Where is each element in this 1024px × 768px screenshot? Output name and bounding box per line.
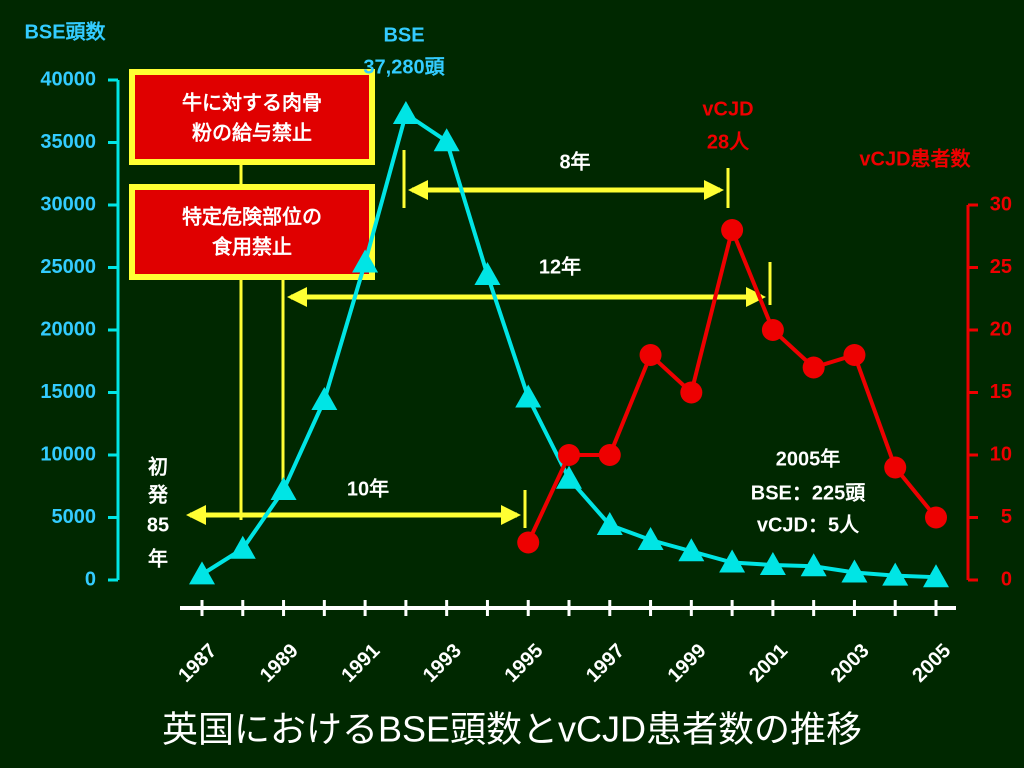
data-point [189,561,215,585]
annotation: vCJD [702,98,753,120]
y-tick-label: 0 [85,568,96,590]
data-point [515,384,542,408]
data-point [637,527,664,550]
annotation-box [129,184,375,280]
annotation: 食用禁止 [212,234,292,258]
data-point [392,101,419,124]
data-point [721,219,744,241]
annotation: 2005年 [776,446,841,470]
y2-axis-label: vCJD患者数 [859,146,971,170]
data-point [802,356,825,379]
data-point [843,344,866,366]
y2-tick-label: 25 [990,256,1012,278]
annotation: 発 [147,482,169,506]
annotation: 牛に対する肉骨 [182,90,322,114]
data-point [678,538,705,562]
data-point [639,344,662,366]
y2-tick-label: 10 [990,443,1012,465]
data-point [311,387,338,410]
annotation-box [129,69,375,165]
annotation: 年 [148,546,168,570]
annotation: 37,280頭 [363,56,445,78]
y2-tick-label: 30 [990,193,1012,215]
data-point [923,564,949,588]
data-point [925,506,947,529]
y-tick-label: 30000 [40,193,96,215]
data-point [558,444,580,466]
y2-tick-label: 15 [990,381,1012,403]
y-tick-label: 20000 [40,318,96,340]
y2-tick-label: 5 [1001,506,1012,528]
data-point [719,549,746,573]
y-tick-label: 25000 [40,256,96,278]
data-point [517,531,540,554]
data-point [270,477,297,500]
data-point [884,456,907,479]
y-axis-label: BSE頭数 [24,19,106,43]
data-point [474,262,501,285]
data-point [596,512,623,535]
data-point [598,444,621,466]
chart-title: 英国におけるBSE頭数とvCJD患者数の推移 [162,709,862,750]
annotation: BSE：225頭 [751,482,866,504]
data-point [800,553,827,577]
data-point [882,562,909,586]
annotation: 初 [148,454,168,478]
data-point [352,249,379,273]
y-tick-label: 35000 [40,131,96,153]
y2-tick-label: 20 [990,318,1012,340]
data-point [680,381,703,404]
annotation: BSE [383,24,424,46]
data-point [556,465,582,489]
y2-tick-label: 0 [1001,568,1012,590]
annotation: vCJD：5人 [757,513,860,536]
annotation: 8年 [559,149,590,173]
annotation: 粉の給与禁止 [192,120,312,144]
y-tick-label: 5000 [52,506,97,528]
data-point [759,552,786,575]
data-point [433,128,460,152]
annotation: 85 [147,514,169,536]
data-point [761,319,784,341]
data-point [841,559,868,583]
data-point [229,535,256,559]
annotation: 28人 [707,130,750,153]
y-tick-label: 10000 [40,443,96,465]
y-tick-label: 40000 [40,68,96,90]
annotation: 10年 [347,476,389,500]
annotation: 12年 [539,254,581,278]
y-tick-label: 15000 [40,381,96,403]
annotation: 特定危険部位の [182,204,322,228]
